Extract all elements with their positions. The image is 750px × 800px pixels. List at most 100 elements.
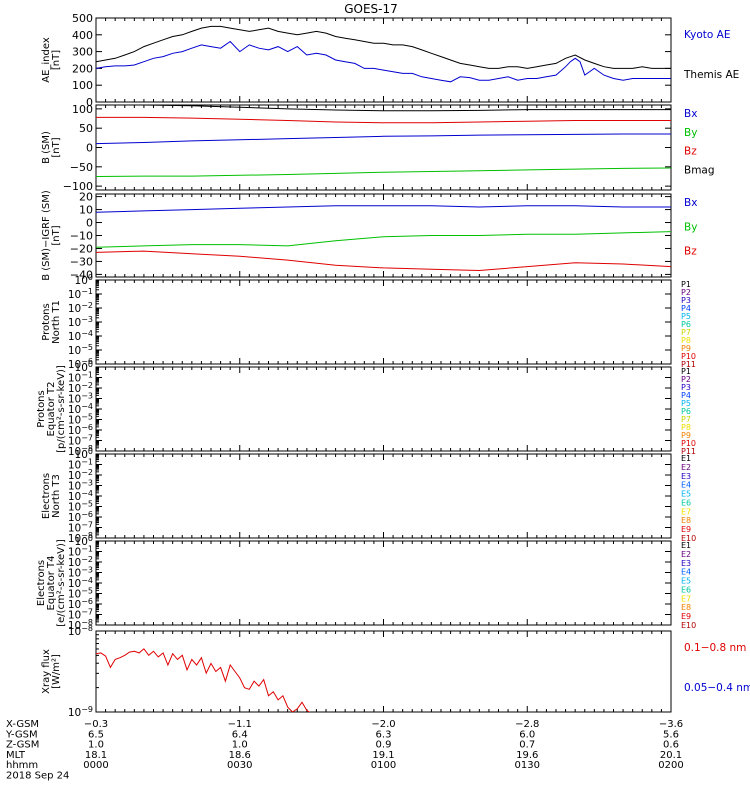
x-tick-value: −2.0	[371, 719, 395, 730]
y-tick-label: −100	[63, 180, 93, 193]
legend-entry: E5	[681, 577, 691, 586]
y-tick-label: 10−2	[68, 381, 93, 395]
y-axis-label: B (SM)	[41, 131, 52, 164]
y-tick-label: 10−8	[68, 531, 93, 545]
plot-title: GOES-17	[344, 2, 398, 16]
y-tick-label: 10−7	[68, 521, 93, 535]
x-tick-value: 5.6	[663, 729, 679, 740]
y-tick-label: 100	[75, 534, 93, 548]
panel-xray: 10−9 10−8 Xray flux [W/m²] 0.1−0.8 nm 0.05−0.…	[41, 624, 750, 719]
legend-entry: E1	[681, 541, 691, 550]
y-tick-label: 10−5	[68, 500, 93, 514]
y-tick-label: 100	[75, 447, 93, 461]
y-tick-label: −30	[70, 255, 93, 268]
legend-entry: E2	[681, 463, 691, 472]
series-line-bz	[96, 250, 671, 272]
y-axis-label: Electrons	[36, 560, 47, 606]
legend-entry: P4	[681, 304, 691, 313]
y-axis-label: Xray flux	[41, 649, 52, 694]
legend-entry: Bx	[684, 108, 697, 120]
series-line-bx	[96, 205, 671, 213]
y-axis-label: North T3	[51, 474, 62, 518]
legend-entry: Themis AE	[683, 69, 739, 81]
legend-entry: E6	[681, 585, 691, 594]
legend-entry: E8	[681, 516, 691, 525]
legend-entry: P3	[681, 383, 691, 392]
legend-entry: E5	[681, 490, 691, 499]
x-tick-value: 0.9	[376, 740, 392, 751]
y-axis-label: Electrons	[41, 473, 52, 519]
legend-entry: P10	[681, 439, 696, 448]
y-tick-label: 400	[72, 29, 93, 42]
x-tick-value: 18.6	[229, 750, 251, 761]
y-tick-label: 10	[79, 204, 93, 217]
y-tick-label: 10−3	[68, 392, 93, 406]
legend-entry: Bmag	[684, 164, 715, 176]
series-line-bmag	[113, 105, 671, 112]
legend-entry: P2	[681, 288, 691, 297]
legend-entry: P8	[681, 336, 691, 345]
legend-entry: E10	[681, 621, 696, 630]
y-tick-label: 10−1	[68, 287, 93, 301]
legend-entry: 0.1−0.8 nm	[684, 642, 746, 654]
x-row-label: MLT	[6, 750, 26, 761]
legend-entry: P5	[681, 312, 691, 321]
series-line-bx	[96, 133, 671, 145]
panel-frame	[95, 540, 672, 626]
x-tick-value: −0.3	[84, 719, 108, 730]
legend-entry: P1	[681, 367, 691, 376]
y-axis-label: [W/m²]	[51, 654, 62, 689]
y-tick-label: 0	[86, 217, 93, 230]
legend-entry: E6	[681, 498, 691, 507]
y-axis-label: Equator T4	[46, 556, 57, 611]
y-tick-label: 10−5	[68, 343, 93, 357]
x-row-label: hhmm	[6, 760, 38, 771]
y-tick-label: 10−7	[68, 434, 93, 448]
y-tick-label: 0	[86, 142, 93, 155]
series-line-kyoto-ae	[96, 40, 671, 83]
legend-entry: E2	[681, 550, 691, 559]
legend-entry: P4	[681, 391, 691, 400]
y-tick-label: 10−8	[68, 624, 93, 638]
legend-entry: P11	[681, 360, 696, 369]
legend-entry: E8	[681, 603, 691, 612]
legend-entry: P6	[681, 407, 691, 416]
panel-frame	[95, 630, 672, 713]
panel-frame	[95, 453, 672, 539]
y-tick-label: 10−5	[68, 413, 93, 427]
x-row-label: X-GSM	[6, 719, 39, 730]
legend-entry: 0.05−0.4 nm	[684, 682, 750, 694]
panel-ae: 0 100 200 300 400 500 AE_index [nT] Kyoto AE Them…	[41, 12, 739, 109]
x-tick-value: 0130	[515, 760, 540, 771]
y-tick-label: 50	[79, 122, 93, 135]
panel-electrons_t4: 10−810−710−610−510−410−310−210−1100Elect…	[36, 534, 696, 632]
legend-entry: P9	[681, 431, 691, 440]
y-tick-label: −50	[70, 161, 93, 174]
legend-entry: E1	[681, 454, 691, 463]
y-axis-label: Protons	[41, 303, 52, 340]
x-tick-value: 0.6	[663, 740, 679, 751]
y-tick-label: −10	[70, 230, 93, 243]
legend-entry: Bz	[684, 246, 697, 258]
panel-frame	[95, 366, 672, 452]
y-axis-label: AE_index	[41, 37, 52, 83]
y-tick-label: 10−1	[68, 458, 93, 472]
x-tick-value: 6.5	[88, 729, 104, 740]
y-axis-label: [nT]	[51, 137, 62, 157]
legend-entry: P3	[681, 296, 691, 305]
y-tick-label: 300	[72, 46, 93, 59]
y-axis-label: [nT]	[51, 50, 62, 70]
legend-entry: E7	[681, 594, 691, 603]
y-tick-label: 200	[72, 62, 93, 75]
x-tick-value: −1.1	[228, 719, 252, 730]
y-tick-label: 10−6	[68, 357, 93, 371]
x-tick-value: 1.0	[232, 740, 248, 751]
panel-electrons_t3: 10−810−710−610−510−410−310−210−1100Elect…	[41, 447, 696, 545]
legend-entry: P2	[681, 375, 691, 384]
legend-entry: Bx	[684, 197, 697, 209]
y-tick-label: 10−6	[68, 423, 93, 437]
series-line-by	[96, 167, 671, 177]
x-row-label: Y-GSM	[5, 729, 38, 740]
